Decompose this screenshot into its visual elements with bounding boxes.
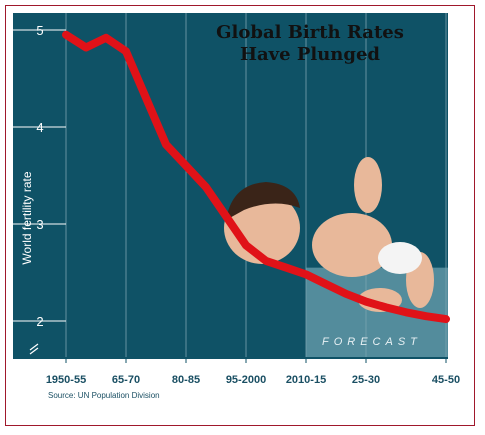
data-point — [204, 185, 208, 189]
chart-title-line-2: Have Plunged — [239, 44, 381, 65]
source-note: Source: UN Population Division — [48, 391, 160, 400]
data-point — [64, 33, 68, 37]
series-line — [62, 30, 450, 324]
x-tick-label: 2010-15 — [286, 374, 326, 386]
y-tick-label: 3 — [36, 217, 43, 232]
chart-title-line-1: Global Birth Rates — [216, 22, 404, 43]
x-tick-label: 80-85 — [172, 374, 200, 386]
data-point — [244, 243, 248, 247]
baby-illustration — [224, 157, 434, 312]
chart-title: Global Birth Rates Have Plunged — [205, 22, 415, 66]
data-point — [304, 272, 308, 276]
data-point — [144, 96, 148, 100]
data-point — [424, 314, 428, 318]
data-point — [84, 45, 88, 49]
data-point — [224, 214, 228, 218]
data-point — [324, 282, 328, 286]
data-point — [444, 317, 448, 321]
data-point — [364, 300, 368, 304]
data-point — [404, 310, 408, 314]
data-point — [104, 36, 108, 40]
axis-break-icon — [29, 343, 39, 355]
y-tick-label: 2 — [36, 314, 43, 329]
y-tick-label: 5 — [36, 23, 43, 38]
data-point — [284, 266, 288, 270]
data-point — [164, 142, 168, 146]
y-axis-label: World fertility rate — [20, 171, 34, 265]
x-tick-label: 25-30 — [352, 374, 380, 386]
forecast-label: FORECAST — [322, 336, 422, 348]
x-tick-label: 45-50 — [432, 374, 460, 386]
data-point — [124, 49, 128, 53]
x-tick-label: 1950-55 — [46, 374, 86, 386]
y-tick-label: 4 — [36, 120, 43, 135]
data-point — [384, 305, 388, 309]
data-point — [264, 259, 268, 263]
x-tick-label: 65-70 — [112, 374, 140, 386]
data-point — [184, 164, 188, 168]
x-tick-label: 95-2000 — [226, 374, 266, 386]
data-point — [344, 292, 348, 296]
